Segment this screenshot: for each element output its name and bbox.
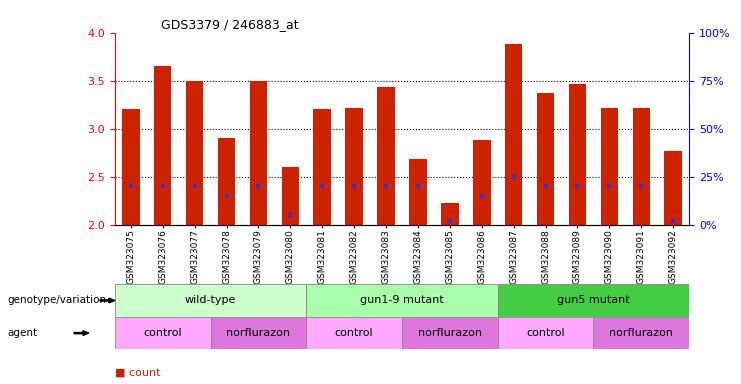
Text: control: control xyxy=(144,328,182,338)
Text: agent: agent xyxy=(7,328,38,338)
Bar xyxy=(154,66,171,225)
Bar xyxy=(306,317,402,349)
Bar xyxy=(498,284,689,317)
Text: control: control xyxy=(526,328,565,338)
Bar xyxy=(505,44,522,225)
Text: ■ count: ■ count xyxy=(115,367,160,377)
Bar xyxy=(306,284,498,317)
Bar xyxy=(536,93,554,225)
Bar xyxy=(345,108,363,225)
Bar xyxy=(665,151,682,225)
Bar xyxy=(568,84,586,225)
Text: gun5 mutant: gun5 mutant xyxy=(557,295,630,306)
Text: wild-type: wild-type xyxy=(185,295,236,306)
Bar xyxy=(210,317,306,349)
Text: norflurazon: norflurazon xyxy=(227,328,290,338)
Bar xyxy=(218,138,236,225)
Bar xyxy=(186,81,203,225)
Text: norflurazon: norflurazon xyxy=(418,328,482,338)
Text: GDS3379 / 246883_at: GDS3379 / 246883_at xyxy=(161,18,299,31)
Bar xyxy=(115,284,306,317)
Bar xyxy=(377,88,395,225)
Text: genotype/variation: genotype/variation xyxy=(7,295,107,306)
Text: norflurazon: norflurazon xyxy=(609,328,674,338)
Bar xyxy=(122,109,139,225)
Bar xyxy=(633,108,650,225)
Bar xyxy=(473,140,491,225)
Bar xyxy=(441,203,459,225)
Bar xyxy=(594,317,689,349)
Bar xyxy=(282,167,299,225)
Bar xyxy=(313,109,331,225)
Text: gun1-9 mutant: gun1-9 mutant xyxy=(360,295,444,306)
Bar xyxy=(250,81,268,225)
Bar xyxy=(409,159,427,225)
Bar xyxy=(498,317,594,349)
Bar xyxy=(115,317,210,349)
Bar xyxy=(601,108,618,225)
Text: control: control xyxy=(335,328,373,338)
Bar xyxy=(402,317,498,349)
